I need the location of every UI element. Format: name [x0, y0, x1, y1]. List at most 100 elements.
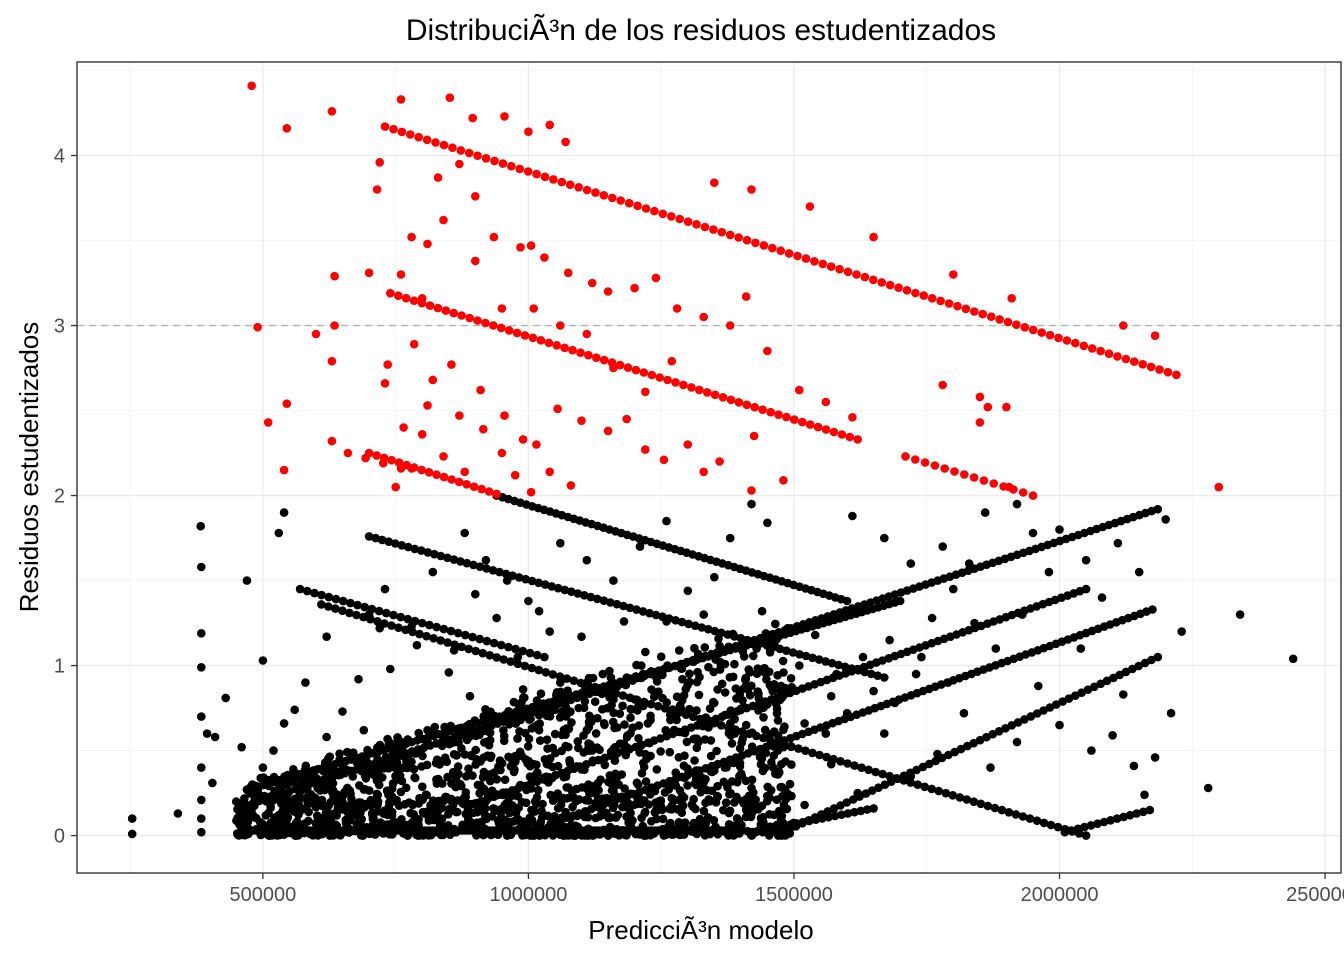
- data-point: [364, 610, 374, 619]
- data-point: [1146, 362, 1156, 372]
- data-point: [330, 271, 339, 281]
- data-point: [520, 331, 530, 340]
- data-point: [1150, 753, 1160, 762]
- data-point: [555, 713, 565, 722]
- data-point: [703, 624, 713, 634]
- data-point: [397, 541, 407, 550]
- data-point: [667, 802, 677, 812]
- data-point: [372, 185, 382, 194]
- data-point: [417, 430, 427, 439]
- data-point: [331, 594, 341, 604]
- data-point: [666, 715, 675, 725]
- data-point: [760, 668, 770, 677]
- data-point: [565, 180, 575, 189]
- data-point: [599, 719, 609, 728]
- data-point: [535, 736, 545, 745]
- data-point: [1011, 810, 1021, 819]
- data-point: [1071, 338, 1080, 348]
- data-point: [460, 467, 470, 477]
- data-point: [577, 416, 586, 426]
- data-point: [380, 807, 390, 817]
- data-point: [694, 737, 703, 747]
- data-point: [403, 542, 413, 552]
- data-point: [465, 691, 475, 701]
- x-tick-label: 1000000: [489, 884, 567, 906]
- data-point: [283, 795, 292, 805]
- data-point: [1102, 676, 1112, 686]
- data-point: [723, 723, 733, 732]
- data-point: [526, 487, 536, 497]
- data-point: [658, 814, 668, 824]
- data-point: [709, 225, 718, 234]
- data-point: [439, 452, 448, 461]
- data-point: [208, 778, 217, 788]
- data-point: [524, 596, 533, 606]
- data-point: [795, 661, 804, 670]
- data-point: [598, 705, 607, 714]
- data-point: [775, 644, 785, 654]
- data-point: [197, 663, 206, 672]
- data-point: [569, 676, 579, 685]
- data-point: [920, 458, 930, 467]
- data-point: [710, 626, 719, 636]
- data-point: [660, 704, 670, 713]
- data-point: [406, 130, 415, 139]
- data-point: [556, 538, 565, 548]
- data-point: [787, 791, 796, 801]
- data-point: [346, 789, 355, 799]
- data-point: [372, 776, 382, 785]
- data-point: [633, 780, 643, 789]
- data-point: [403, 614, 413, 624]
- data-point: [826, 262, 836, 271]
- data-point: [324, 801, 333, 810]
- data-point: [311, 793, 320, 803]
- data-point: [471, 256, 480, 266]
- data-point: [598, 669, 608, 679]
- data-point: [417, 465, 426, 475]
- data-point: [787, 742, 796, 751]
- data-point: [805, 816, 814, 826]
- data-point: [527, 805, 536, 815]
- data-point: [396, 612, 406, 622]
- data-point: [557, 177, 567, 187]
- data-point: [439, 140, 449, 150]
- data-point: [492, 613, 501, 623]
- data-point: [415, 629, 424, 639]
- data-point: [695, 385, 704, 395]
- data-point: [396, 95, 406, 104]
- y-axis-label: Residuos estudentizados: [14, 322, 44, 613]
- data-point: [1235, 610, 1245, 619]
- data-point: [821, 729, 831, 738]
- data-point: [699, 467, 708, 477]
- data-point: [397, 815, 406, 824]
- data-point: [422, 790, 431, 800]
- data-point: [632, 605, 641, 614]
- data-point: [576, 348, 585, 358]
- data-point: [660, 788, 670, 797]
- data-point: [545, 120, 554, 130]
- data-point: [504, 326, 514, 335]
- data-point: [983, 801, 993, 811]
- data-point: [785, 779, 795, 789]
- data-point: [454, 477, 464, 487]
- data-point: [758, 405, 767, 415]
- data-point: [632, 695, 642, 705]
- data-point: [933, 749, 942, 759]
- data-point: [127, 814, 137, 823]
- data-point: [414, 132, 424, 142]
- data-point: [232, 797, 241, 806]
- data-point: [1119, 812, 1128, 822]
- data-point: [647, 685, 656, 694]
- data-point: [536, 336, 546, 345]
- data-point: [779, 742, 788, 752]
- data-point: [423, 239, 432, 249]
- data-point: [572, 784, 581, 794]
- data-point: [266, 818, 276, 827]
- data-point: [524, 127, 533, 136]
- data-point: [843, 809, 853, 818]
- data-point: [1153, 504, 1163, 514]
- data-point: [536, 689, 546, 698]
- data-point: [566, 481, 576, 490]
- data-point: [410, 773, 419, 782]
